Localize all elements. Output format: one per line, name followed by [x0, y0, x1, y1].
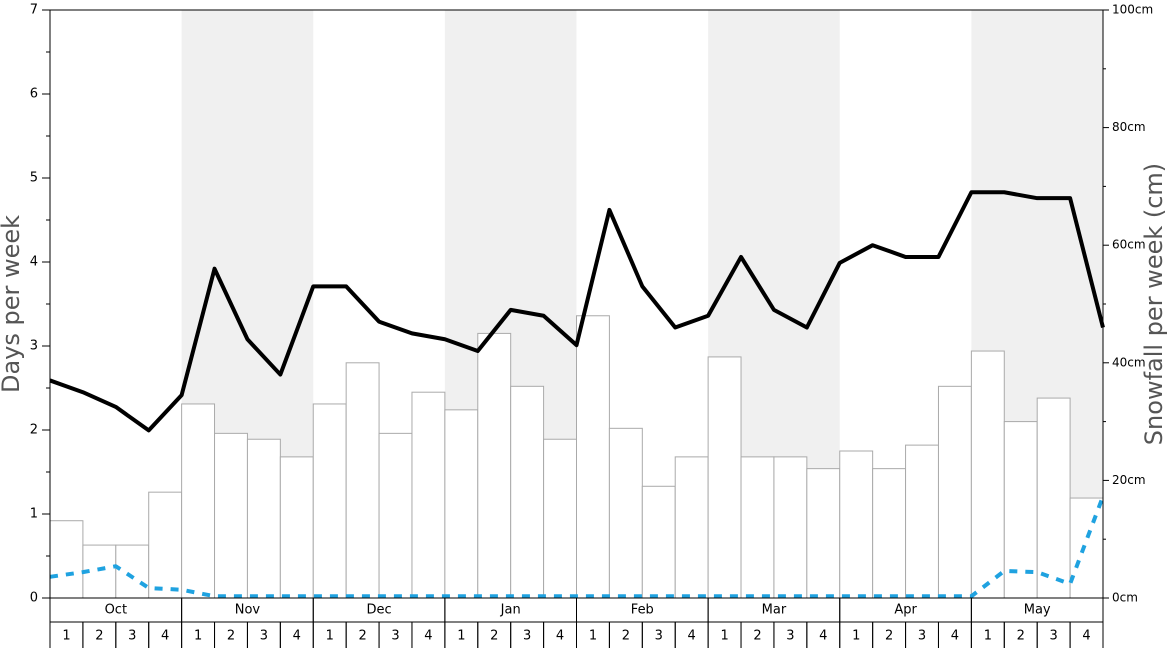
- y2-tick-label: 60cm: [1112, 238, 1146, 252]
- week-label: 2: [885, 629, 893, 644]
- bar: [148, 491, 183, 599]
- week-cell: [1069, 621, 1104, 648]
- week-label: 1: [589, 629, 597, 644]
- bar: [576, 315, 610, 599]
- bar: [970, 350, 1005, 599]
- week-label: 3: [1050, 629, 1058, 644]
- month-label: Mar: [762, 603, 787, 618]
- y2-tick-label: 80cm: [1112, 120, 1146, 134]
- bar: [477, 332, 512, 599]
- week-label: 4: [424, 629, 432, 644]
- bar: [608, 427, 643, 599]
- month-label: May: [1024, 603, 1051, 618]
- bar: [839, 450, 874, 599]
- y-tick-label: 2: [30, 423, 38, 438]
- bar: [312, 403, 347, 599]
- week-label: 2: [622, 629, 630, 644]
- bar: [345, 362, 380, 599]
- bar: [674, 456, 709, 599]
- week-label: 2: [1017, 629, 1025, 644]
- line-series: [49, 495, 1105, 599]
- week-label: 3: [128, 629, 136, 644]
- week-label: 1: [194, 629, 202, 644]
- y-tick-label: 7: [30, 3, 38, 18]
- bar: [246, 438, 281, 599]
- week-label: 3: [786, 629, 794, 644]
- y-tick-label: 4: [30, 255, 38, 270]
- bar: [510, 385, 545, 599]
- bar: [49, 520, 84, 599]
- y2-tick-label: 20cm: [1112, 473, 1146, 487]
- week-label: 2: [227, 629, 235, 644]
- bar: [641, 485, 676, 599]
- month-label: Oct: [105, 603, 127, 618]
- bar: [740, 456, 775, 599]
- bar: [773, 456, 808, 599]
- bar: [214, 432, 248, 599]
- y2-tick-label: 40cm: [1112, 355, 1146, 369]
- week-label: 2: [95, 629, 103, 644]
- week-label: 1: [62, 629, 70, 644]
- week-label: 2: [490, 629, 498, 644]
- week-label: 2: [358, 629, 366, 644]
- week-label: 3: [391, 629, 399, 644]
- bar: [279, 456, 314, 599]
- week-label: 1: [720, 629, 728, 644]
- bar: [444, 409, 479, 599]
- bar: [872, 468, 907, 599]
- bar: [411, 391, 446, 599]
- y2-tick-label: 0cm: [1112, 591, 1138, 605]
- y-tick-label: 1: [30, 507, 38, 522]
- month-label: Nov: [235, 603, 261, 618]
- bar: [1069, 497, 1104, 599]
- y-tick-label: 0: [30, 591, 38, 606]
- y-tick-label: 6: [30, 87, 38, 102]
- week-label: 4: [293, 629, 301, 644]
- week-label: 4: [819, 629, 827, 644]
- bar: [181, 403, 216, 599]
- bar: [115, 544, 150, 599]
- week-label: 1: [852, 629, 860, 644]
- week-label: 4: [1082, 629, 1090, 644]
- y2-axis-title: Snowfall per week (cm): [1140, 163, 1168, 445]
- y-tick-label: 5: [30, 171, 38, 186]
- week-label: 3: [655, 629, 663, 644]
- week-label: 4: [951, 629, 959, 644]
- bar: [1036, 397, 1071, 599]
- week-label: 4: [161, 629, 169, 644]
- line-series: [49, 190, 1105, 433]
- week-label: 1: [326, 629, 334, 644]
- week-label: 4: [556, 629, 564, 644]
- month-label: Jan: [500, 603, 521, 618]
- bar: [543, 438, 577, 599]
- bar: [937, 385, 972, 599]
- bar: [378, 432, 413, 599]
- bar: [905, 444, 939, 599]
- week-label: 2: [753, 629, 761, 644]
- week-label: 4: [688, 629, 696, 644]
- week-label: 3: [260, 629, 268, 644]
- y2-tick-label: 100cm: [1112, 3, 1153, 17]
- week-label: 1: [984, 629, 992, 644]
- month-label: Feb: [631, 603, 654, 618]
- week-label: 1: [457, 629, 465, 644]
- y-tick-label: 3: [30, 339, 38, 354]
- week-label: 3: [918, 629, 926, 644]
- y-axis-title: Days per week: [0, 215, 25, 393]
- week-label: 3: [523, 629, 531, 644]
- month-label: Dec: [366, 603, 391, 618]
- bar: [806, 468, 841, 599]
- month-label: Apr: [894, 603, 917, 618]
- bar: [707, 356, 742, 599]
